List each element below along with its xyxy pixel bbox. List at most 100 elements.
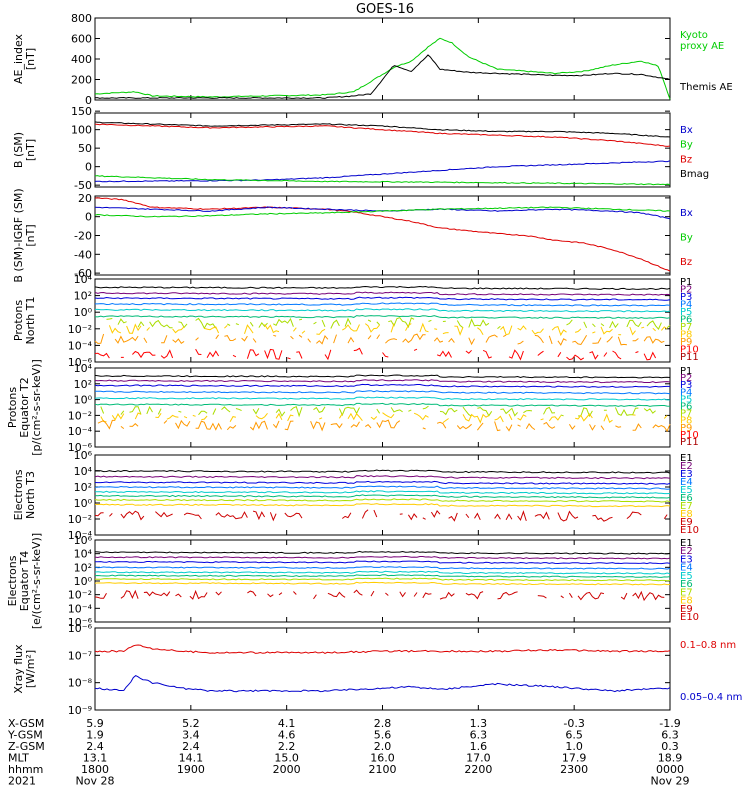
ytick-label: 10² (74, 561, 92, 574)
panel-frame-4 (94, 278, 671, 363)
flux-channel-line (100, 412, 668, 424)
ytick-label: -40 (74, 248, 92, 261)
legend-entry: P8 (680, 330, 692, 341)
flux-channel-line (94, 379, 671, 384)
legend-entry: E1 (680, 538, 693, 549)
ytick-label: 0 (85, 211, 92, 224)
ytick-label: 100 (71, 124, 92, 137)
ytick-label: 10² (74, 481, 92, 494)
y-axis-label: [p/(cm²-s-sr-keV)] (30, 359, 43, 456)
ytick-label: 10⁻⁶ (68, 356, 93, 369)
xaxis-value: Nov 29 (651, 775, 690, 788)
flux-channel-line (97, 419, 671, 433)
legend-entry: P3 (680, 292, 692, 303)
xaxis-value: 17.0 (466, 752, 491, 765)
legend-entry: P3 (680, 380, 692, 391)
xaxis-value: 18.9 (658, 752, 683, 765)
ytick-label: 10⁴ (74, 273, 93, 286)
y-axis-label: [W/m²] (24, 650, 37, 688)
ytick-label: 600 (71, 33, 92, 46)
legend-entry: P2 (680, 373, 692, 384)
legend-entry: P9 (680, 423, 692, 434)
legend-entry: P6 (680, 402, 692, 413)
flux-channel-line (94, 291, 671, 296)
legend-entry: P5 (680, 394, 692, 405)
xaxis-value: 6.5 (565, 729, 583, 742)
flux-channel-line (101, 406, 667, 416)
ytick-label: 10⁴ (74, 465, 93, 478)
xaxis-value: 5.9 (86, 717, 104, 730)
panel-frame-2 (94, 112, 671, 188)
series-line-bz (94, 123, 671, 147)
ytick-label: 10⁻⁴ (68, 425, 93, 438)
ytick-label: 10⁰ (74, 575, 93, 588)
xaxis-value: 1800 (81, 763, 109, 776)
flux-channel-line (94, 550, 671, 555)
xaxis-value: 6.3 (661, 729, 679, 742)
flux-channel-line (94, 485, 671, 490)
series-line-by (94, 175, 671, 186)
xaxis-value: 0000 (656, 763, 684, 776)
legend-entry: Themis AE (679, 82, 733, 93)
y-axis-label: Electrons (6, 555, 19, 606)
legend-entry: E5 (680, 485, 693, 496)
ytick-label: -50 (74, 179, 92, 192)
ytick-label: 50 (78, 142, 92, 155)
legend-entry: P10 (680, 430, 699, 441)
legend-entry: E5 (680, 571, 693, 582)
legend-entry: Bx (680, 208, 693, 219)
xaxis-value: 4.6 (278, 729, 296, 742)
legend-entry: E3 (680, 554, 693, 565)
xaxis-value: 16.0 (370, 752, 395, 765)
legend-entry: E6 (680, 579, 693, 590)
flux-channel-line (94, 503, 671, 508)
ytick-label: 20 (78, 192, 92, 205)
legend-entry: E4 (680, 563, 693, 574)
legend-entry: Bz (680, 154, 692, 165)
ytick-label: 10⁻² (68, 513, 92, 526)
legend-entry: E4 (680, 477, 693, 488)
flux-channel-line (95, 308, 671, 313)
flux-channel-line (94, 566, 671, 570)
xaxis-value: -1.9 (659, 717, 680, 730)
ytick-label: 10⁰ (74, 394, 93, 407)
xaxis-value: 5.2 (182, 717, 200, 730)
ytick-label: 10² (74, 378, 92, 391)
legend-entry: Bz (680, 257, 692, 268)
y-axis-label: [e/(cm²-s-sr-keV)] (30, 533, 43, 629)
legend-entry: E2 (680, 461, 693, 472)
legend-entry: P7 (680, 409, 692, 420)
xaxis-value: 4.1 (278, 717, 296, 730)
xaxis-value: 1.3 (470, 717, 488, 730)
ytick-label: 10⁻⁶ (68, 441, 93, 454)
xaxis-value: 2.2 (278, 740, 296, 753)
ytick-label: 10⁶ (74, 449, 93, 462)
series-line-0-1-0-8-nm (94, 644, 671, 654)
ytick-label: 10⁻⁸ (68, 677, 93, 690)
flux-channel-line (94, 374, 671, 379)
legend-entry: E8 (680, 509, 693, 520)
flux-channel-line (94, 402, 671, 407)
xaxis-value: 17.9 (562, 752, 587, 765)
ytick-label: 10⁻⁴ (68, 602, 93, 615)
flux-channel-line (95, 469, 671, 474)
xaxis-row-label: Y-GSM (7, 729, 43, 742)
legend-entry: E2 (680, 546, 693, 557)
legend-entry: P9 (680, 337, 692, 348)
xaxis-value: 2200 (464, 763, 492, 776)
panel-frame-1 (94, 17, 671, 101)
xaxis-value: 15.0 (274, 752, 299, 765)
legend-entry: E9 (680, 604, 693, 615)
ytick-label: 10⁻⁶ (68, 616, 93, 629)
legend-entry: P11 (680, 352, 699, 363)
ytick-label: 10⁶ (74, 534, 93, 547)
xaxis-value: 1.6 (470, 740, 488, 753)
y-axis-label: B (SM) (12, 132, 25, 168)
flux-channel-line (106, 317, 671, 331)
y-axis-label: Xray flux (12, 644, 25, 694)
ytick-label: 10⁴ (74, 362, 93, 375)
ytick-label: 10² (74, 290, 92, 303)
legend-entry: E8 (680, 596, 693, 607)
legend-entry: P8 (680, 416, 692, 427)
